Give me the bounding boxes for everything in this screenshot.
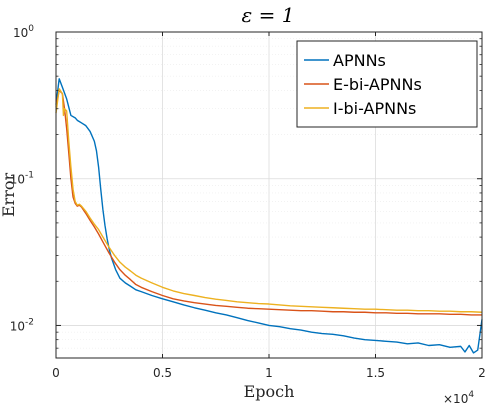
series-layer [55, 78, 483, 354]
legend-label-apnns: APNNs [333, 51, 386, 70]
legend-label-i-bi-apnns: I-bi-APNNs [333, 99, 416, 118]
y-tick-label: 100 [13, 24, 34, 40]
x-tick-label: 0 [52, 366, 60, 380]
series-line-e-bi-apnns [55, 89, 482, 316]
y-tick-label: 10-1 [10, 171, 34, 187]
x-scale-exponent: 4 [468, 390, 474, 400]
y-tick-label-base: 10 [10, 173, 25, 187]
y-tick-label-exponent: -1 [25, 171, 34, 181]
x-tick-label: 0.5 [153, 366, 172, 380]
y-axis-label: Error [0, 173, 18, 218]
x-tick-label: 2 [478, 366, 486, 380]
ticks [55, 31, 483, 359]
chart-title: ε = 1 [242, 3, 295, 27]
legend-label-e-bi-apnns: E-bi-APNNs [333, 75, 422, 94]
series-line-apnns [55, 78, 483, 354]
y-tick-label-exponent: -2 [25, 317, 34, 327]
y-tick-label-base: 10 [13, 26, 28, 40]
y-tick-label: 10-2 [10, 317, 34, 333]
x-scale-factor: ×104 [443, 390, 474, 406]
series-line-i-bi-apnns [55, 88, 483, 313]
x-axis-label: Epoch [244, 382, 295, 401]
legend: APNNs E-bi-APNNs I-bi-APNNs [296, 40, 478, 128]
x-tick-label: 1 [265, 366, 273, 380]
y-tick-label-base: 10 [10, 319, 25, 333]
x-tick-label: 1.5 [366, 366, 385, 380]
x-scale-base: ×10 [443, 392, 468, 406]
y-tick-label-exponent: 0 [28, 24, 34, 34]
